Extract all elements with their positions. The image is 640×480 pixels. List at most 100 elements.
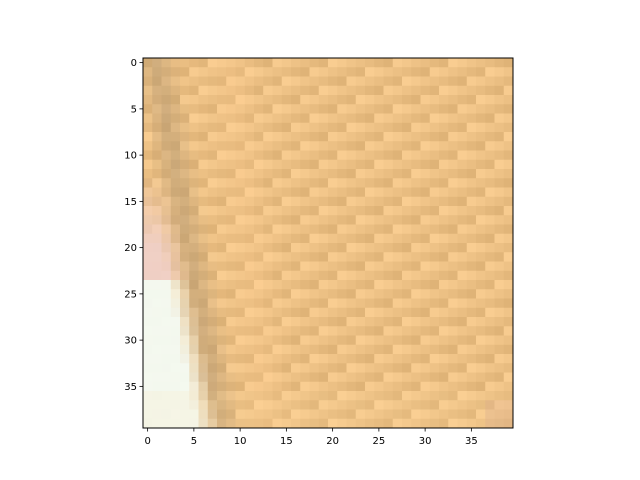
heatmap-cell	[189, 233, 199, 244]
heatmap-cell	[152, 58, 162, 68]
heatmap-cell	[402, 335, 412, 346]
heatmap-cell	[383, 224, 394, 235]
heatmap-cell	[402, 317, 412, 327]
heatmap-cell	[494, 150, 505, 161]
heatmap-cell	[198, 363, 209, 373]
heatmap-cell	[263, 85, 273, 96]
heatmap-cell	[392, 363, 403, 373]
heatmap-cell	[337, 326, 347, 336]
heatmap-cell	[402, 132, 412, 142]
heatmap-cell	[180, 307, 190, 318]
heatmap-cell	[503, 113, 514, 124]
heatmap-cell	[485, 326, 495, 336]
heatmap-cell	[476, 243, 486, 253]
heatmap-cell	[291, 76, 301, 87]
heatmap-cell	[457, 159, 468, 170]
heatmap-cell	[402, 298, 412, 309]
heatmap-cell	[254, 280, 264, 290]
heatmap-cell	[503, 335, 514, 346]
heatmap-cell	[429, 233, 440, 244]
heatmap-cell	[485, 196, 495, 207]
heatmap-cell	[328, 141, 338, 151]
heatmap-cell	[476, 76, 486, 87]
heatmap-cell	[272, 169, 283, 179]
heatmap-cell	[392, 178, 403, 188]
heatmap-cell	[392, 354, 403, 364]
heatmap-cell	[392, 335, 403, 346]
heatmap-cell	[180, 270, 190, 281]
heatmap-cell	[217, 159, 227, 170]
heatmap-cell	[198, 317, 209, 327]
heatmap-cell	[161, 354, 172, 364]
heatmap-cell	[318, 280, 329, 290]
heatmap-cell	[198, 233, 209, 244]
heatmap-cell	[161, 344, 172, 355]
heatmap-cell	[328, 85, 338, 96]
heatmap-cell	[143, 400, 153, 410]
heatmap-cell	[429, 141, 440, 151]
heatmap-cell	[318, 326, 329, 336]
heatmap-cell	[198, 104, 209, 114]
heatmap-cell	[300, 122, 310, 133]
heatmap-cell	[254, 206, 264, 216]
heatmap-cell	[374, 289, 384, 299]
heatmap-cell	[226, 187, 236, 198]
heatmap-cell	[161, 317, 172, 327]
heatmap-cell	[374, 381, 384, 392]
heatmap-cell	[457, 418, 468, 429]
heatmap-cell	[263, 141, 273, 151]
heatmap-cell	[476, 363, 486, 373]
heatmap-cell	[152, 169, 162, 179]
heatmap-cell	[291, 233, 301, 244]
heatmap-cell	[161, 381, 172, 392]
heatmap-cell	[383, 104, 394, 114]
heatmap-cell	[217, 187, 227, 198]
heatmap-cell	[476, 233, 486, 244]
heatmap-cell	[143, 224, 153, 235]
heatmap-cell	[189, 335, 199, 346]
heatmap-cell	[235, 270, 246, 281]
heatmap-cell	[337, 169, 347, 179]
heatmap-cell	[355, 418, 366, 429]
heatmap-cell	[494, 335, 505, 346]
heatmap-cell	[494, 400, 505, 410]
heatmap-cell	[457, 391, 468, 401]
heatmap-cell	[217, 409, 227, 420]
heatmap-cell	[254, 363, 264, 373]
heatmap-cell	[328, 270, 338, 281]
heatmap-cell	[152, 187, 162, 198]
heatmap-cell	[198, 67, 209, 77]
heatmap-cell	[485, 298, 495, 309]
heatmap-cell	[494, 187, 505, 198]
heatmap-cell	[309, 132, 320, 142]
heatmap-cell	[439, 280, 449, 290]
heatmap-cell	[420, 243, 431, 253]
heatmap-cell	[198, 409, 209, 420]
heatmap-cell	[466, 196, 477, 207]
heatmap-cell	[244, 261, 255, 272]
heatmap-cell	[207, 289, 218, 299]
heatmap-cell	[374, 169, 384, 179]
heatmap-cell	[439, 67, 449, 77]
heatmap-cell	[291, 409, 301, 420]
heatmap-cell	[244, 335, 255, 346]
x-tick-label: 0	[144, 436, 150, 447]
heatmap-cell	[281, 252, 292, 262]
heatmap-cell	[226, 178, 236, 188]
heatmap-cell	[170, 289, 181, 299]
heatmap-cell	[392, 122, 403, 133]
heatmap-cell	[318, 372, 329, 383]
heatmap-cell	[383, 196, 394, 207]
heatmap-cell	[235, 354, 246, 364]
heatmap-cell	[300, 252, 310, 262]
heatmap-cell	[143, 104, 153, 114]
heatmap-cell	[346, 289, 357, 299]
heatmap-cell	[235, 381, 246, 392]
heatmap-cell	[272, 391, 283, 401]
heatmap-cell	[439, 243, 449, 253]
heatmap-cell	[411, 381, 421, 392]
heatmap-cell	[281, 418, 292, 429]
heatmap-cell	[503, 280, 514, 290]
heatmap-cell	[318, 363, 329, 373]
